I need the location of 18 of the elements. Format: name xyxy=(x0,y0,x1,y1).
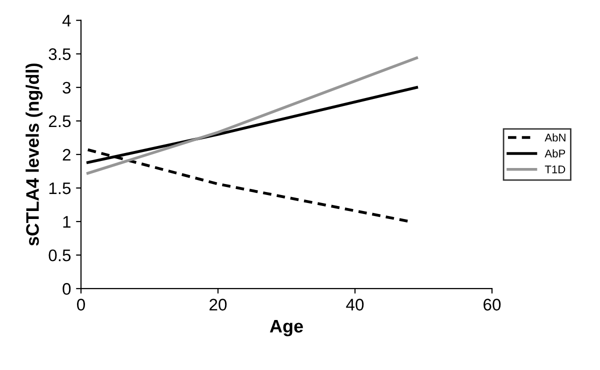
legend-label: AbP xyxy=(544,149,566,158)
y-tick-label: 0 xyxy=(62,283,71,295)
x-tick-label: 60 xyxy=(484,298,501,311)
y-tick-label: 1.5 xyxy=(49,182,71,194)
y-tick-label: 1 xyxy=(63,216,70,228)
x-axis-title: Age xyxy=(270,320,303,336)
y-tick-label: 3 xyxy=(62,82,71,94)
y-tick-label: 2 xyxy=(62,148,70,161)
legend-label: T1D xyxy=(544,166,566,174)
x-tick-label: 0 xyxy=(77,298,85,311)
y-tick-label: 2.5 xyxy=(48,115,71,128)
legend-label: AbN xyxy=(544,133,566,142)
y-tick-label: 3.5 xyxy=(48,48,71,60)
y-tick-label: 4 xyxy=(62,14,71,26)
y-tick-label: 0.5 xyxy=(48,249,71,262)
y-axis-title: sCTLA4 levels (ng/dl) xyxy=(26,64,43,246)
x-tick-label: 20 xyxy=(210,298,227,311)
x-tick-label: 40 xyxy=(346,298,364,311)
